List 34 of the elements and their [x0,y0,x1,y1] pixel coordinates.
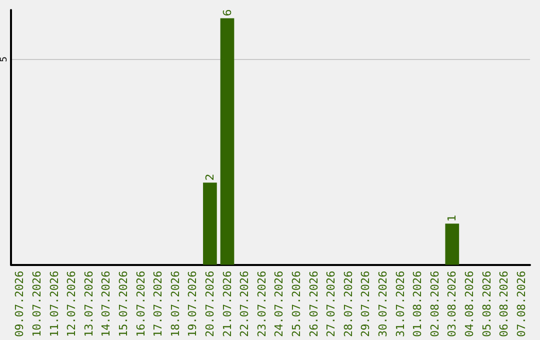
data-label: 1 [446,214,459,222]
x-tick-label: 27.07.2026 [324,270,338,338]
x-tick-label: 24.07.2026 [272,270,286,338]
x-tick-label: 31.07.2026 [394,270,407,338]
data-label: 6 [220,9,234,16]
x-tick-label: 15.07.2026 [116,270,130,338]
x-tick-label: 01.08.2026 [411,270,424,338]
x-tick-label: 17.07.2026 [152,270,165,338]
x-tick-label: 07.08.2026 [514,270,528,338]
x-tick-label: 23.07.2026 [255,270,268,338]
x-tick-label: 29.07.2026 [359,270,372,338]
x-tick-label: 19.07.2026 [186,270,200,338]
x-tick-label: 11.07.2026 [48,270,61,338]
x-tick-label: 25.07.2026 [290,270,303,338]
x-tick-label: 26.07.2026 [307,270,320,338]
x-tick-label: 02.08.2026 [428,270,442,338]
x-tick-label: 05.08.2026 [480,270,494,338]
x-tick-label: 03.08.2026 [446,270,459,338]
x-tick-label: 13.07.2026 [82,270,96,338]
x-tick-label: 20.07.2026 [203,270,216,338]
x-tick-label: 04.08.2026 [462,270,476,338]
x-tick-label: 16.07.2026 [134,270,148,338]
x-tick-label: 12.07.2026 [65,270,78,338]
x-tick-label: 09.07.2026 [13,270,26,338]
x-tick-label: 28.07.2026 [342,270,355,338]
x-tick-label: 06.08.2026 [498,270,511,338]
x-tick-label: 18.07.2026 [168,270,182,338]
y-tick-label: 5 [0,56,10,62]
x-tick-label: 10.07.2026 [30,270,44,338]
x-tick-label: 21.07.2026 [220,270,234,338]
x-tick-label: 14.07.2026 [100,270,113,338]
x-tick-label: 22.07.2026 [238,270,252,338]
data-label: 2 [203,174,216,181]
x-tick-label: 30.07.2026 [376,270,390,338]
